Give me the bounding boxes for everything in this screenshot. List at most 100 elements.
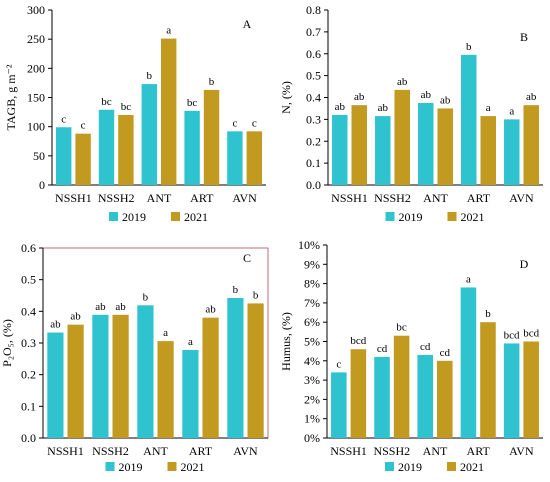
bar-avn-2019 (227, 298, 244, 438)
bar-letter-label: cd (377, 343, 388, 355)
x-tick-label: NSSH1 (331, 191, 368, 205)
bar-letter-label: ab (378, 102, 389, 114)
bar-letter-label: ab (50, 319, 61, 331)
bar-letter-label: b (253, 289, 259, 301)
bar-letter-label: ab (421, 89, 432, 101)
bar-letter-label: ab (440, 94, 451, 106)
x-tick-label: NSSH2 (92, 444, 129, 458)
y-tick-label: 0.5 (306, 69, 321, 83)
x-tick-label: AVN (232, 191, 257, 205)
y-axis-title: Humus, (%) (279, 312, 293, 371)
bar-ant-2019 (141, 84, 157, 185)
x-tick-label: AVN (233, 444, 258, 458)
bar-letter-label: c (232, 117, 237, 129)
bar-art-2021 (203, 89, 220, 185)
bar-nssh1-2021 (75, 133, 91, 185)
y-tick-label: 0.3 (306, 112, 321, 126)
y-tick-label: 10% (298, 238, 320, 252)
y-tick-label: 9% (304, 257, 320, 271)
bar-letter-label: ab (115, 301, 126, 313)
legend-swatch-2021 (447, 212, 457, 221)
bar-nssh2-2021 (112, 314, 129, 438)
bar-ant-2021 (161, 38, 177, 186)
bar-letter-label: bcd (504, 329, 520, 341)
legend-swatch-2019 (105, 462, 115, 471)
bar-nssh1-2019 (331, 372, 347, 438)
x-tick-label: NSSH1 (330, 444, 367, 458)
bar-letter-label: b (147, 70, 153, 82)
x-tick-label: AVN (509, 191, 534, 205)
x-tick-label: ART (189, 444, 213, 458)
legend: 2019 2021 (105, 460, 205, 474)
y-tick-label: 0.6 (21, 241, 36, 255)
legend-swatch-2019 (385, 462, 394, 471)
bar-letter-label: c (336, 358, 341, 370)
y-tick-label: 0.3 (21, 336, 36, 350)
bar-letter-label: a (163, 327, 168, 339)
bar-ant-2019 (137, 305, 154, 438)
y-tick-label: 250 (27, 32, 45, 46)
y-tick-label: 0 (39, 178, 45, 192)
legend-label-2019: 2019 (398, 460, 422, 474)
legend-label-2021: 2021 (181, 460, 205, 474)
x-tick-label: ANT (423, 191, 448, 205)
bar-letter-label: b (466, 41, 472, 53)
bar-letter-label: cd (420, 341, 431, 353)
bar-letter-label: c (252, 117, 257, 129)
bar-avn-2019 (227, 131, 243, 185)
legend-label-2021: 2021 (460, 460, 484, 474)
y-tick-label: 50 (33, 149, 45, 163)
bar-nssh2-2021 (393, 335, 410, 438)
y-tick-label: 8% (304, 277, 320, 291)
bar-art-2019 (460, 287, 477, 438)
legend-label-2019: 2019 (122, 210, 146, 224)
x-tick-label: NSSH2 (373, 444, 410, 458)
bar-nssh2-2019 (375, 116, 391, 185)
bar-ant-2021 (437, 360, 453, 438)
y-tick-label: 300 (27, 3, 45, 17)
bar-nssh2-2019 (92, 314, 109, 438)
bar-nssh1-2021 (351, 105, 367, 185)
y-tick-label: 0.0 (21, 431, 36, 445)
bar-ant-2021 (437, 108, 453, 185)
chart-panel-b: 0.00.10.20.30.40.50.60.70.8N, (%)BababNS… (279, 3, 543, 224)
bar-letter-label: ab (526, 91, 537, 103)
bar-letter-label: bcd (523, 328, 539, 340)
y-tick-label: 3% (304, 373, 320, 387)
bar-nssh2-2019 (98, 109, 115, 185)
bar-avn-2021 (247, 303, 264, 438)
legend: 2019 2021 (385, 460, 484, 474)
y-tick-label: 5% (304, 335, 320, 349)
legend-swatch-2019 (109, 212, 118, 221)
bar-letter-label: ab (397, 76, 408, 88)
bar-art-2019 (461, 54, 477, 185)
x-tick-label: NSSH1 (55, 191, 92, 205)
y-tick-label: 200 (27, 61, 45, 75)
bar-art-2021 (202, 317, 219, 438)
bar-letter-label: b (233, 284, 239, 296)
x-tick-label: ART (467, 191, 491, 205)
y-tick-label: 7% (304, 296, 320, 310)
legend: 2019 2021 (385, 210, 485, 224)
bar-nssh1-2019 (55, 127, 72, 185)
y-tick-label: 0.2 (21, 368, 36, 382)
x-tick-label: NSSH2 (98, 191, 135, 205)
y-tick-label: 0.6 (306, 47, 321, 61)
bar-letter-label: a (486, 102, 491, 114)
bar-letter-label: b (485, 308, 491, 320)
bar-avn-2021 (523, 341, 539, 438)
bar-nssh2-2021 (118, 115, 134, 185)
y-tick-label: 0.5 (21, 273, 36, 287)
legend-swatch-2021 (171, 212, 180, 221)
bar-avn-2021 (246, 131, 263, 185)
chart-panel-d: 0%1%2%3%4%5%6%7%8%9%10%Humus, (%)DcbcdNS… (279, 238, 543, 474)
bar-ant-2019 (417, 355, 433, 438)
x-tick-label: NSSH1 (47, 444, 84, 458)
bar-letter-label: ab (205, 304, 216, 316)
y-tick-label: 0% (304, 431, 320, 445)
y-tick-label: 0.7 (306, 25, 321, 39)
bar-letter-label: ab (95, 301, 106, 313)
bar-nssh2-2021 (394, 89, 410, 185)
y-axis-title: P₂O₅, (%) (0, 319, 14, 367)
